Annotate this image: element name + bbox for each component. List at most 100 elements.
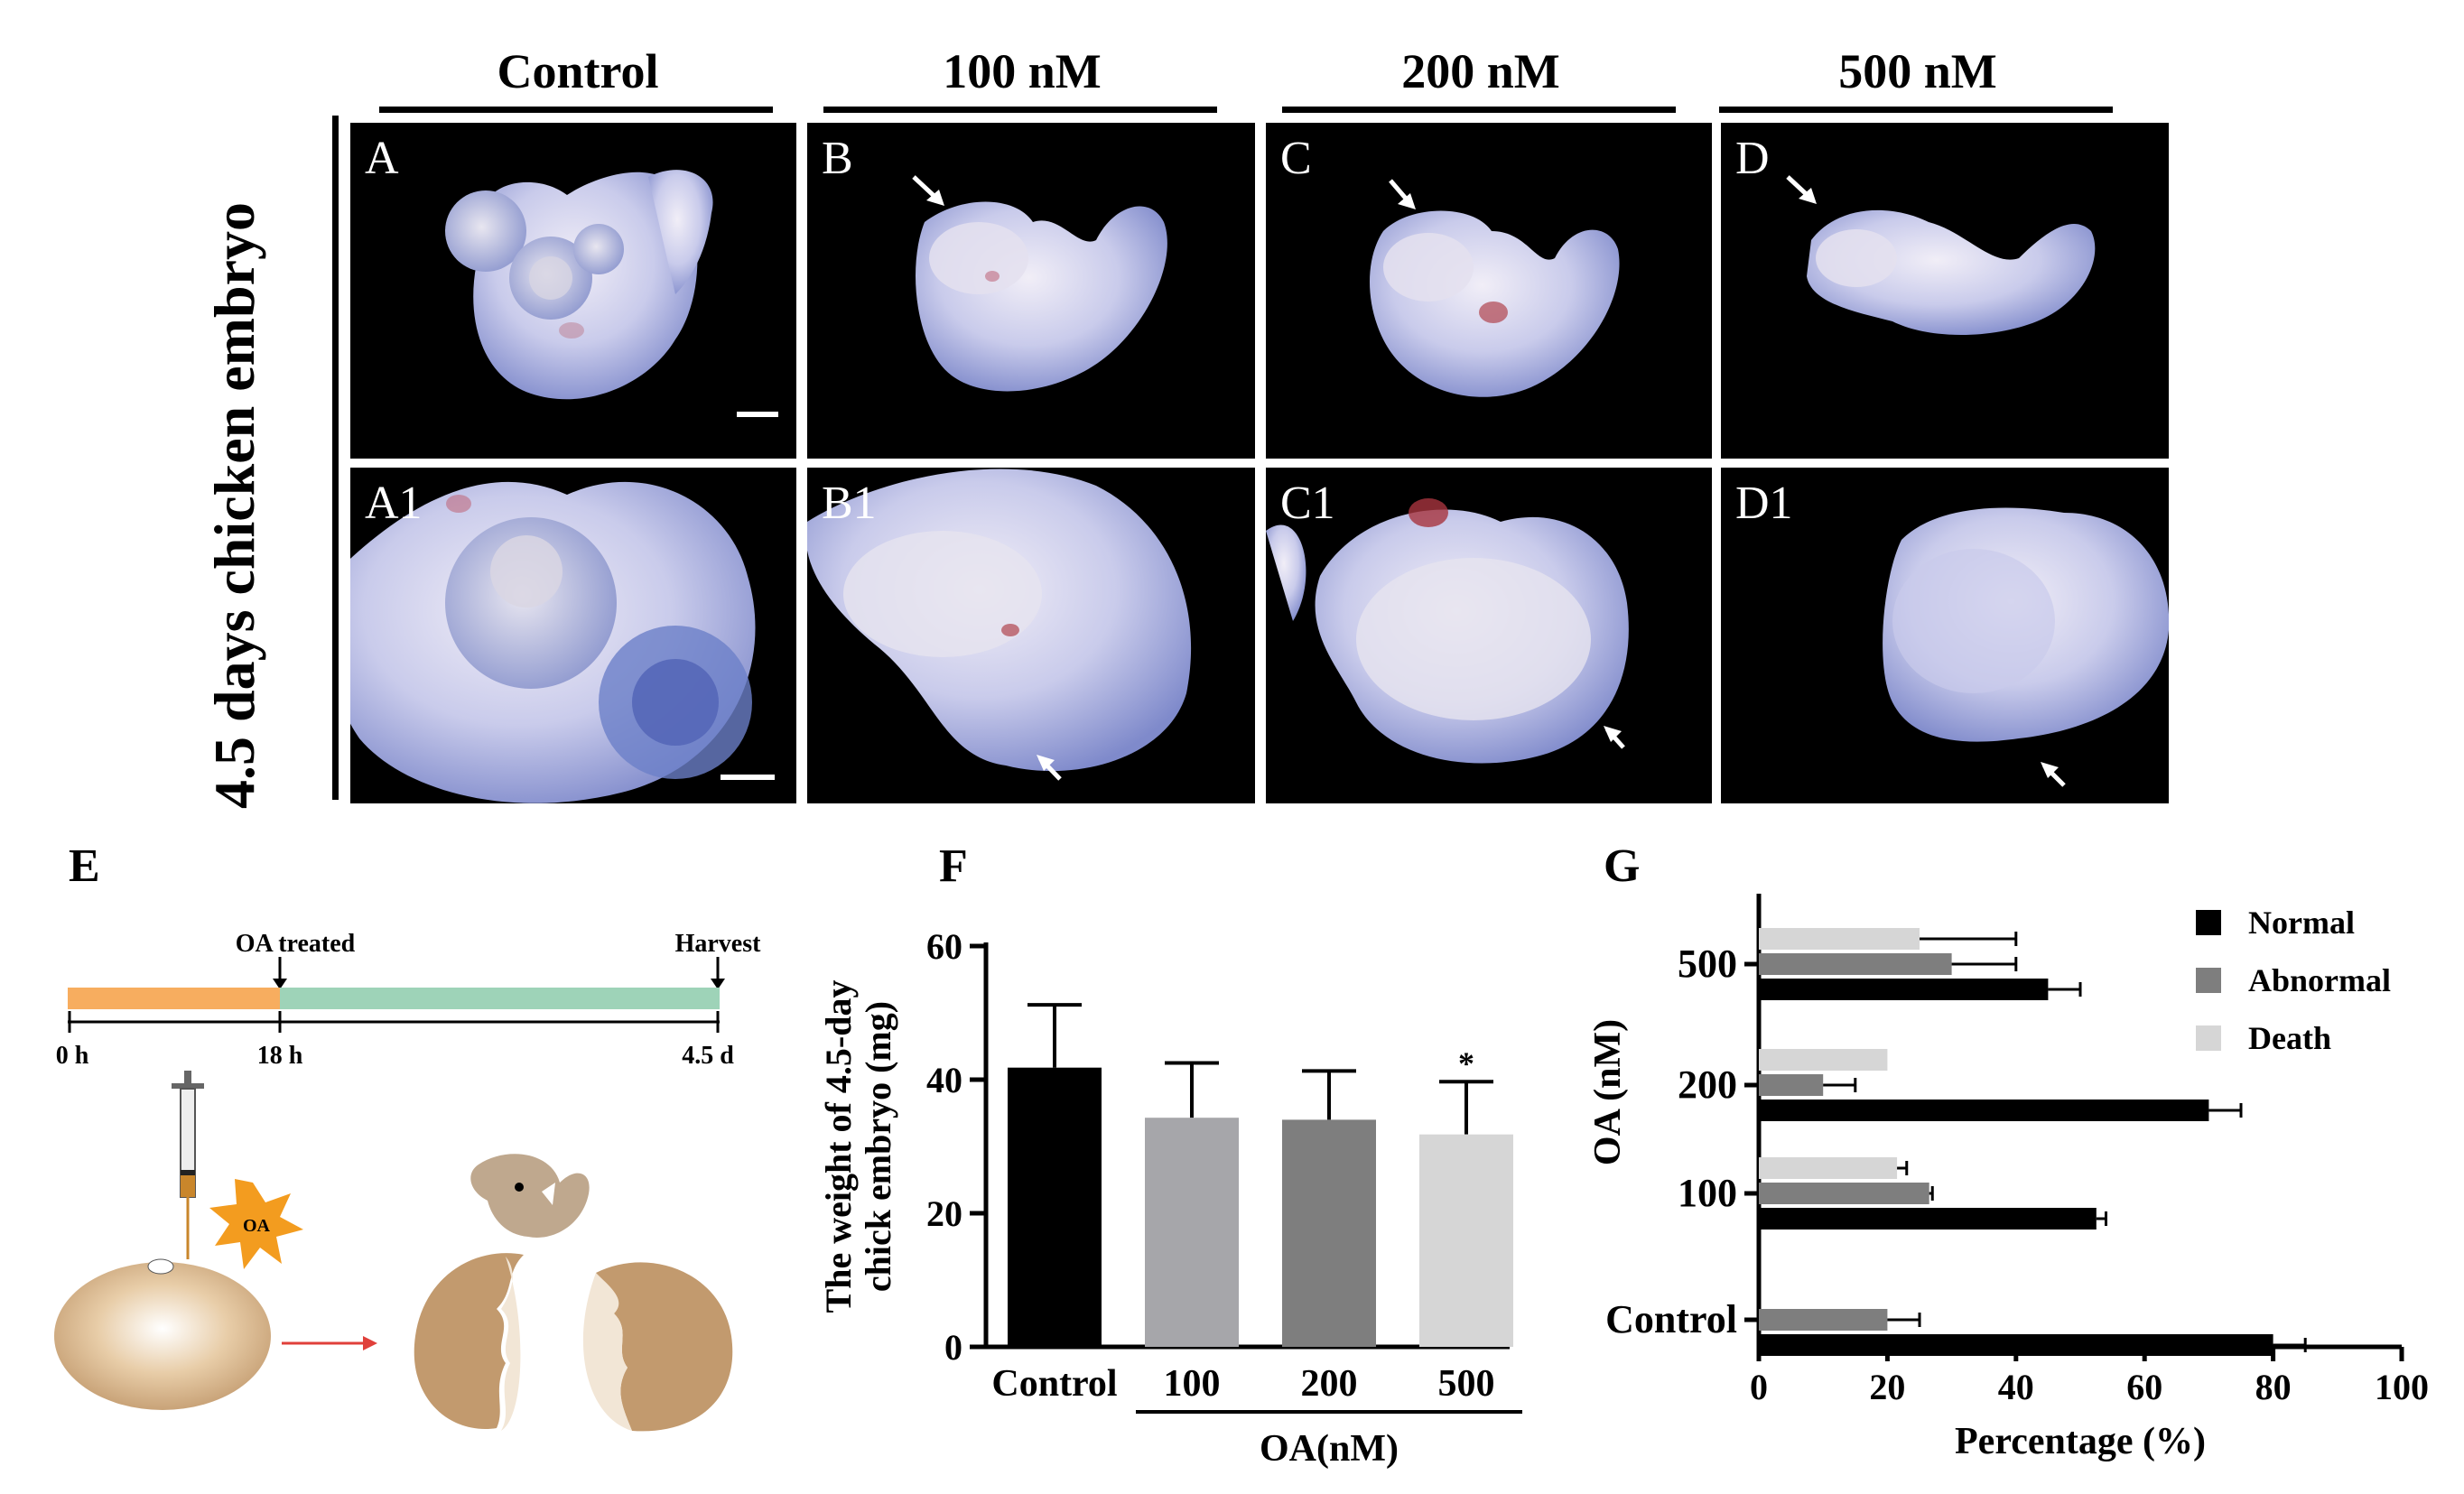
bar-abnormal [1759, 1309, 1888, 1331]
embryo-closeup-200nm: C1 [1266, 468, 1712, 803]
bar-normal [1759, 1334, 2273, 1356]
y-axis-title-line: chick embryo (mg) [858, 1001, 898, 1292]
panel-letter-g: G [1604, 840, 1641, 892]
y-axis-title: The weight of 4.5-daychick embryo (mg) [818, 980, 898, 1313]
panel-label-a1: A1 [365, 478, 423, 529]
y-tick-label: Control [1605, 1297, 1737, 1341]
phase-bar-pre-treatment [68, 988, 280, 1009]
y-tick-label: 200 [1678, 1063, 1737, 1107]
cracked-egg-icon [414, 1253, 733, 1432]
event-arrow-head [711, 979, 725, 989]
oa-burst-icon: OA [209, 1179, 303, 1269]
phase-bar-post-treatment [280, 988, 720, 1009]
bar-abnormal [1759, 953, 1952, 975]
bar-abnormal [1759, 1074, 1824, 1096]
panel-label-c1: C1 [1280, 478, 1335, 529]
column-header-500nm: 500 nM [1838, 44, 1997, 98]
embryo-closeup-100nm: B1 [807, 468, 1255, 803]
bar [1008, 1067, 1102, 1347]
column-header-100nm: 100 nM [943, 44, 1102, 98]
bar [1282, 1119, 1376, 1347]
embryo-image [1786, 175, 2096, 335]
embryo-icon [470, 1154, 590, 1238]
tick-label-4-5d: 4.5 d [682, 1042, 734, 1070]
panel-label-d: D [1735, 133, 1770, 184]
tick-label-0h: 0 h [56, 1042, 89, 1070]
x-tick-label: 0 [1750, 1367, 1768, 1407]
event-arrow-head [273, 979, 287, 989]
embryo-image [912, 175, 1167, 392]
legend-label-abnormal: Abnormal [2248, 962, 2391, 998]
legend-label-normal: Normal [2248, 905, 2355, 941]
embryo-image [445, 170, 778, 417]
x-tick-label: 500 [1438, 1363, 1495, 1405]
y-axis-title-line: The weight of 4.5-day [818, 980, 859, 1313]
egg-icon [54, 1262, 271, 1410]
x-tick-label: 80 [2255, 1367, 2292, 1407]
embryo-photo-100nm: B [807, 123, 1255, 459]
legend-label-death: Death [2248, 1020, 2331, 1056]
column-header-control: Control [497, 44, 659, 98]
bar [1145, 1118, 1239, 1347]
bar-normal [1759, 979, 2049, 1000]
column-header-underline [823, 107, 1217, 113]
embryo-image [1266, 498, 1629, 764]
panel-label-a: A [365, 133, 399, 184]
embryo-photo-control: A [350, 123, 796, 459]
timeline-schematic: OA treated Harvest 0 h 18 h 4.5 d OA [54, 930, 762, 1432]
panel-label-b: B [822, 133, 853, 184]
x-axis-title: Percentage (%) [1955, 1421, 2206, 1462]
y-tick-label: 0 [944, 1327, 962, 1368]
side-label-text: 4.5 days chicken embryo [202, 202, 266, 809]
embryo-image [1370, 179, 1620, 397]
column-header-underline [379, 107, 773, 113]
tick-label-18h: 18 h [257, 1042, 303, 1070]
bar-normal [1759, 1100, 2209, 1121]
x-tick-label: 100 [2375, 1367, 2429, 1407]
x-tick-label: 40 [1998, 1367, 2034, 1407]
panel-letter-e: E [69, 840, 100, 892]
column-header-underline [1719, 107, 2113, 113]
bar [1419, 1134, 1513, 1347]
embryo-photo-200nm: C [1266, 123, 1712, 459]
y-tick-label: 60 [926, 926, 962, 967]
significance-marker: * [1458, 1045, 1474, 1081]
embryo-image [807, 469, 1192, 781]
bar-abnormal [1759, 1183, 1929, 1204]
embryo-image [350, 481, 775, 803]
x-tick-label: Control [991, 1363, 1117, 1405]
x-tick-label: 60 [2126, 1367, 2162, 1407]
y-tick-label: 40 [926, 1060, 962, 1100]
bar-death [1759, 1049, 1888, 1071]
x-tick-label: 200 [1301, 1363, 1358, 1405]
panel-label-b1: B1 [822, 478, 877, 529]
x-tick-label: 100 [1164, 1363, 1221, 1405]
x-tick-label: 20 [1869, 1367, 1905, 1407]
panel-label-c: C [1280, 133, 1312, 184]
bar-death [1759, 928, 1920, 950]
weight-bar-chart: 0 20 40 60 Control 100 200 500 * The weight of 4… [818, 926, 1522, 1470]
event-label-harvest: Harvest [675, 930, 762, 958]
column-header-underline [1282, 107, 1676, 113]
syringe-icon [172, 1071, 204, 1259]
x-axis-title: OA(nM) [1260, 1428, 1399, 1470]
y-tick-label: 20 [926, 1193, 962, 1234]
side-bracket-line [332, 116, 339, 800]
y-tick-label: 500 [1678, 942, 1737, 986]
outcome-percentage-chart: 0 20 40 60 80 100 Percentage (%) OA (nM) 500 200 1… [1587, 894, 2429, 1462]
legend-swatch-abnormal [2196, 968, 2221, 993]
embryo-closeup-500nm: D1 [1721, 468, 2169, 803]
column-header-200nm: 200 nM [1401, 44, 1560, 98]
oa-burst-label: OA [243, 1216, 271, 1236]
legend-swatch-normal [2196, 910, 2221, 935]
panel-letter-f: F [939, 840, 968, 892]
embryo-closeup-control: A1 [350, 468, 796, 803]
y-tick-label: 100 [1678, 1171, 1737, 1215]
panel-label-d1: D1 [1735, 478, 1793, 529]
embryo-photo-500nm: D [1721, 123, 2169, 459]
legend-swatch-death [2196, 1025, 2221, 1051]
bar-normal [1759, 1208, 2097, 1230]
event-label-oa-treated: OA treated [236, 930, 356, 958]
process-arrow [282, 1336, 377, 1350]
embryo-image [1883, 507, 2169, 787]
